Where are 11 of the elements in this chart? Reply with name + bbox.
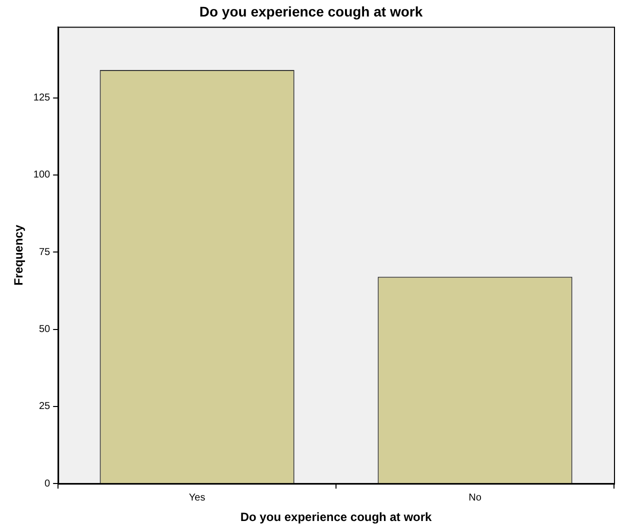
x-axis-title: Do you experience cough at work [240, 510, 432, 524]
y-tick-label: 25 [38, 401, 51, 412]
y-tick-label: 125 [33, 92, 51, 104]
x-tick-label: Yes [188, 492, 206, 504]
y-axis-title: Frequency [12, 224, 26, 286]
y-tick-label: 100 [33, 170, 51, 181]
y-tick-label: 75 [38, 246, 51, 258]
chart-title: Do you experience cough at work [199, 3, 423, 20]
y-tick-label: 50 [38, 324, 51, 336]
x-tick-label: No [468, 492, 482, 504]
y-tick-label: 0 [44, 478, 51, 490]
